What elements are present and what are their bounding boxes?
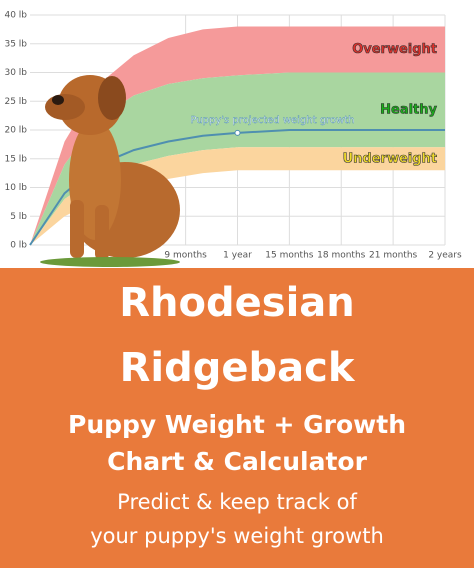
- y-tick-label: 25 lb: [4, 97, 27, 107]
- x-tick-label: 18 months: [317, 251, 366, 261]
- y-tick-label: 10 lb: [4, 183, 27, 193]
- projection-point: [234, 129, 241, 136]
- band-area: [30, 26, 445, 245]
- y-tick-label: 20 lb: [4, 126, 27, 136]
- banner-subtitle: Puppy Weight + Growth: [68, 410, 406, 439]
- band-label: Underweight: [343, 151, 437, 166]
- band-label: Overweight: [352, 42, 437, 57]
- y-tick-label: 40 lb: [4, 11, 27, 21]
- banner-tagline: Predict & keep track of: [117, 490, 357, 514]
- y-tick-label: 15 lb: [4, 154, 27, 164]
- x-tick-label: 15 months: [265, 251, 314, 261]
- banner-subtitle: Chart & Calculator: [107, 447, 367, 476]
- y-tick-label: 35 lb: [4, 39, 27, 49]
- y-tick-label: 5 lb: [10, 212, 27, 222]
- banner: [0, 268, 474, 568]
- x-tick-label: 1 year: [223, 251, 252, 261]
- x-tick-label: 21 months: [369, 251, 418, 261]
- x-tick-label: 9 months: [164, 251, 207, 261]
- projection-label: Puppy's projected weight growth: [190, 115, 354, 126]
- y-tick-label: 30 lb: [4, 68, 27, 78]
- dog-illustration: [40, 75, 180, 267]
- banner-title: Ridgeback: [120, 345, 356, 391]
- banner-title: Rhodesian: [119, 280, 355, 326]
- x-tick-label: 2 years: [428, 251, 462, 261]
- banner-tagline: your puppy's weight growth: [90, 524, 384, 548]
- band-area: [30, 72, 445, 245]
- band-label: Healthy: [380, 102, 437, 117]
- y-tick-label: 0 lb: [10, 241, 27, 251]
